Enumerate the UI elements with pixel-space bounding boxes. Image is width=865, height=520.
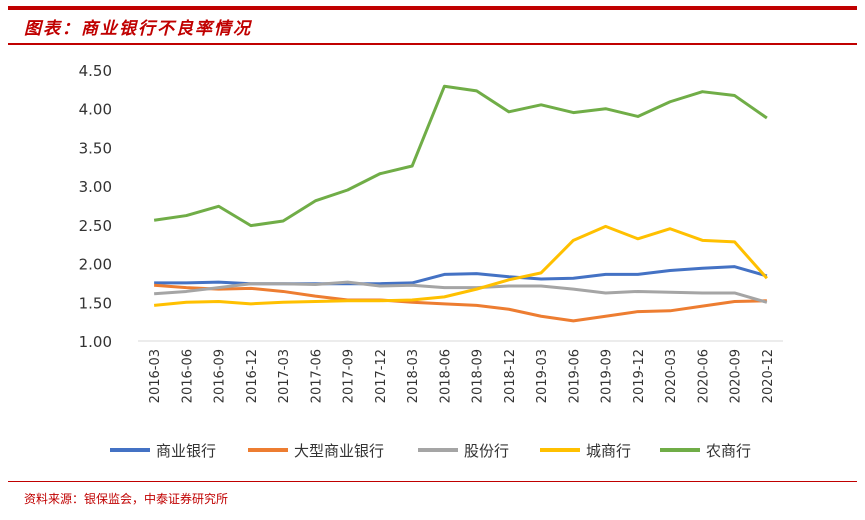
- y-tick-label: 3.00: [79, 178, 112, 196]
- x-tick-label: 2016-03: [148, 349, 163, 403]
- legend-label: 股份行: [464, 442, 509, 460]
- x-tick-label: 2019-12: [632, 349, 647, 403]
- x-tick-label: 2017-03: [277, 349, 292, 403]
- y-tick-label: 4.00: [79, 101, 112, 119]
- x-tick-label: 2018-09: [471, 349, 486, 403]
- y-tick-label: 3.50: [79, 139, 112, 157]
- x-tick-label: 2019-06: [567, 349, 582, 403]
- x-tick-label: 2016-12: [245, 349, 260, 403]
- bottom-rule: [8, 481, 857, 482]
- series-line: [154, 283, 767, 323]
- y-tick-label: 1.00: [79, 333, 112, 351]
- y-tick-label: 1.50: [79, 294, 112, 312]
- legend-label: 商业银行: [156, 442, 216, 460]
- top-rule: [8, 6, 857, 10]
- series-line: [153, 84, 768, 228]
- x-tick-label: 2016-06: [180, 349, 195, 403]
- legend-label: 城商行: [586, 442, 631, 460]
- x-tick-label: 2020-09: [729, 349, 744, 403]
- series-line: [154, 280, 768, 304]
- x-tick-label: 2020-06: [696, 349, 711, 403]
- x-tick-label: 2020-12: [761, 349, 776, 403]
- x-tick-label: 2017-06: [309, 349, 324, 403]
- y-tick-label: 2.00: [79, 256, 112, 274]
- source-note: 资料来源：银保监会，中泰证券研究所: [24, 492, 229, 506]
- legend-label: 农商行: [706, 442, 751, 460]
- series-line: [153, 224, 768, 307]
- x-tick-label: 2018-03: [406, 349, 421, 403]
- series-line: [154, 265, 768, 286]
- legend-label: 大型商业银行: [294, 442, 384, 460]
- x-tick-label: 2020-03: [664, 349, 679, 403]
- x-tick-label: 2019-09: [600, 349, 615, 403]
- x-tick-label: 2017-09: [342, 349, 357, 403]
- x-tick-label: 2018-06: [438, 349, 453, 403]
- title-rule: [8, 43, 857, 45]
- figure-title: 图表：商业银行不良率情况: [24, 19, 252, 39]
- x-tick-label: 2016-09: [213, 349, 228, 403]
- y-tick-label: 4.50: [79, 62, 112, 80]
- x-tick-label: 2017-12: [374, 349, 389, 403]
- y-tick-label: 2.50: [79, 217, 112, 235]
- x-tick-label: 2019-03: [535, 349, 550, 403]
- x-tick-label: 2018-12: [503, 349, 518, 403]
